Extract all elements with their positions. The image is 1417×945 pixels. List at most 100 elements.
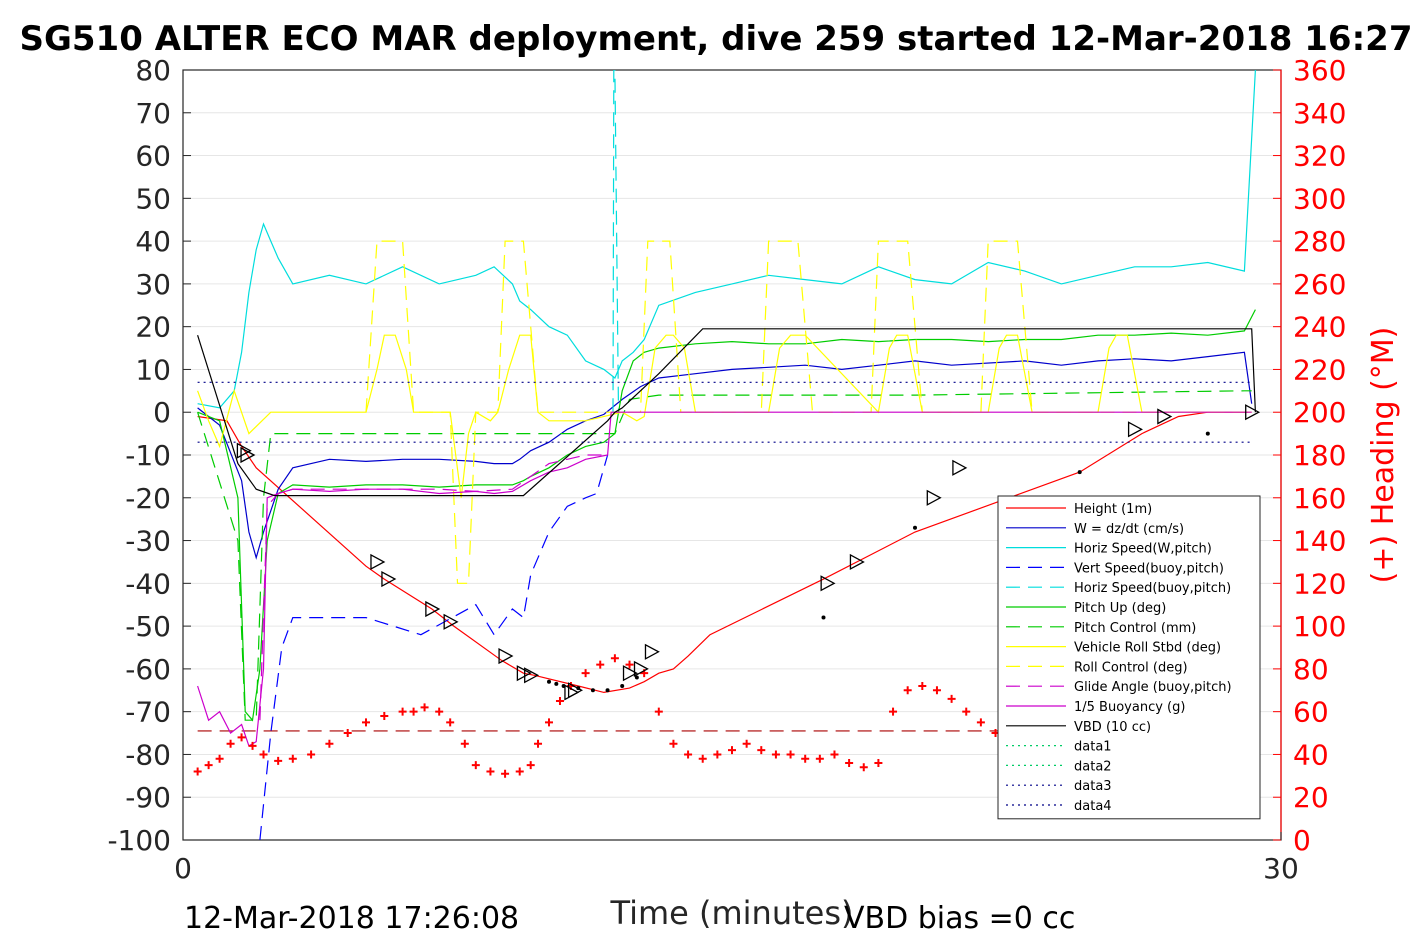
triangle-marker xyxy=(498,647,514,665)
right-tick-label: 280 xyxy=(1293,225,1346,258)
triangle-marker xyxy=(236,442,252,459)
left-tick-label: 30 xyxy=(135,268,171,301)
left-tick-label: -70 xyxy=(125,696,171,729)
legend-label: Pitch Control (mm) xyxy=(1074,621,1196,636)
triangle-marker xyxy=(516,665,532,682)
legend-label: Vert Speed(buoy,pitch) xyxy=(1074,561,1224,576)
dot-marker xyxy=(913,525,917,530)
heading-point xyxy=(237,733,246,742)
legend-label: Vehicle Roll Stbd (deg) xyxy=(1074,641,1221,656)
heading-point xyxy=(962,707,971,716)
heading-point xyxy=(420,703,429,712)
heading-point xyxy=(889,707,898,716)
left-tick-label: 60 xyxy=(135,140,171,173)
left-tick-label: -30 xyxy=(125,525,171,558)
right-axis-label: (+) Heading (°M) xyxy=(1366,327,1401,584)
triangle-marker xyxy=(633,660,649,677)
triangle-marker xyxy=(644,643,660,660)
heading-point xyxy=(845,759,854,767)
triangle-marker xyxy=(443,613,459,630)
legend-label: W = dz/dt (cm/s) xyxy=(1074,522,1184,537)
dot-marker xyxy=(576,686,581,691)
left-tick-label: -90 xyxy=(125,781,171,814)
left-tick-label: -10 xyxy=(125,439,171,472)
left-tick-label: 80 xyxy=(135,54,171,87)
right-tick-label: 320 xyxy=(1293,140,1346,173)
heading-point xyxy=(259,750,268,759)
series-line-9 xyxy=(259,454,604,721)
right-tick-label: 260 xyxy=(1293,268,1346,301)
dot-marker xyxy=(634,675,639,680)
left-tick-label: 40 xyxy=(135,225,171,258)
heading-point xyxy=(713,750,722,759)
right-tick-label: 20 xyxy=(1293,781,1329,814)
left-tick-label: -60 xyxy=(125,653,171,686)
series-line-2 xyxy=(197,70,1256,409)
heading-point xyxy=(830,750,839,759)
heading-point xyxy=(471,761,480,770)
heading-point xyxy=(728,746,736,755)
right-axis: 3603403203002802602402202001801601401201… xyxy=(1273,54,1346,857)
dot-marker xyxy=(620,684,625,688)
left-tick-label: -40 xyxy=(125,567,171,600)
series-line-7 xyxy=(197,334,1252,498)
heading-point xyxy=(684,750,693,759)
heading-point xyxy=(757,746,766,755)
triangle-marker xyxy=(1157,408,1173,425)
heading-point xyxy=(380,711,389,720)
right-tick-label: 240 xyxy=(1293,311,1346,344)
heading-point xyxy=(874,759,883,767)
legend-label: 1/5 Buoyancy (g) xyxy=(1074,700,1185,715)
legend: Height (1m) W = dz/dt (cm/s) Horiz Speed(W… xyxy=(997,495,1261,820)
left-tick-label: -20 xyxy=(125,482,171,515)
triangle-marker xyxy=(425,600,441,618)
right-tick-label: 200 xyxy=(1293,396,1346,429)
heading-point xyxy=(204,761,213,770)
heading-point xyxy=(786,750,795,759)
heading-point xyxy=(526,761,535,770)
triangle-marker xyxy=(622,665,638,682)
right-tick-label: 0 xyxy=(1293,824,1311,857)
legend-label: Pitch Up (deg) xyxy=(1074,601,1166,616)
footer-timestamp: 12-Mar-2018 17:26:08 xyxy=(184,901,519,936)
dot-marker xyxy=(554,681,559,686)
right-tick-label: 300 xyxy=(1293,182,1346,215)
dot-marker xyxy=(1077,470,1082,475)
heading-point xyxy=(742,739,751,748)
dot-marker xyxy=(590,688,595,693)
heading-point xyxy=(698,754,707,763)
series-line-3 xyxy=(259,454,609,840)
legend-label: data2 xyxy=(1074,759,1112,774)
heading-point xyxy=(932,686,941,695)
x-axis-label: Time (minutes) xyxy=(610,894,854,932)
heading-point xyxy=(801,754,810,763)
left-tick-label: 50 xyxy=(135,182,171,215)
dot-marker xyxy=(547,679,551,684)
heading-point xyxy=(325,739,334,748)
heading-point xyxy=(947,694,956,703)
series-line-0 xyxy=(197,411,1249,694)
heading-point xyxy=(918,682,927,690)
triangle-marker xyxy=(849,553,865,571)
left-tick-label: -50 xyxy=(125,610,171,643)
heading-point xyxy=(596,660,605,669)
right-tick-label: 100 xyxy=(1293,610,1346,643)
dot-marker xyxy=(1205,431,1210,436)
dot-marker xyxy=(561,684,566,688)
series-line-6 xyxy=(197,390,1252,721)
heading-point xyxy=(193,767,202,776)
heading-point xyxy=(581,669,590,678)
left-axis: 80 70 60 50 40 30 20 10 0 -10 -20 -30 -40 -50 -60 -70 -8… xyxy=(107,54,191,857)
heading-point xyxy=(625,660,634,669)
left-tick-label: -100 xyxy=(107,824,171,857)
legend-label: Roll Control (deg) xyxy=(1074,660,1188,675)
heading-point xyxy=(307,750,316,759)
right-tick-label: 140 xyxy=(1293,525,1346,558)
x-tick-label: 0 xyxy=(174,852,192,885)
heading-point xyxy=(362,718,370,727)
chart-title: SG510 ALTER ECO MAR deployment, dive 259… xyxy=(19,19,1412,59)
heading-point xyxy=(501,769,510,778)
heading-point xyxy=(771,750,780,759)
left-tick-label: 20 xyxy=(135,311,171,344)
left-tick-label: 0 xyxy=(153,396,171,429)
